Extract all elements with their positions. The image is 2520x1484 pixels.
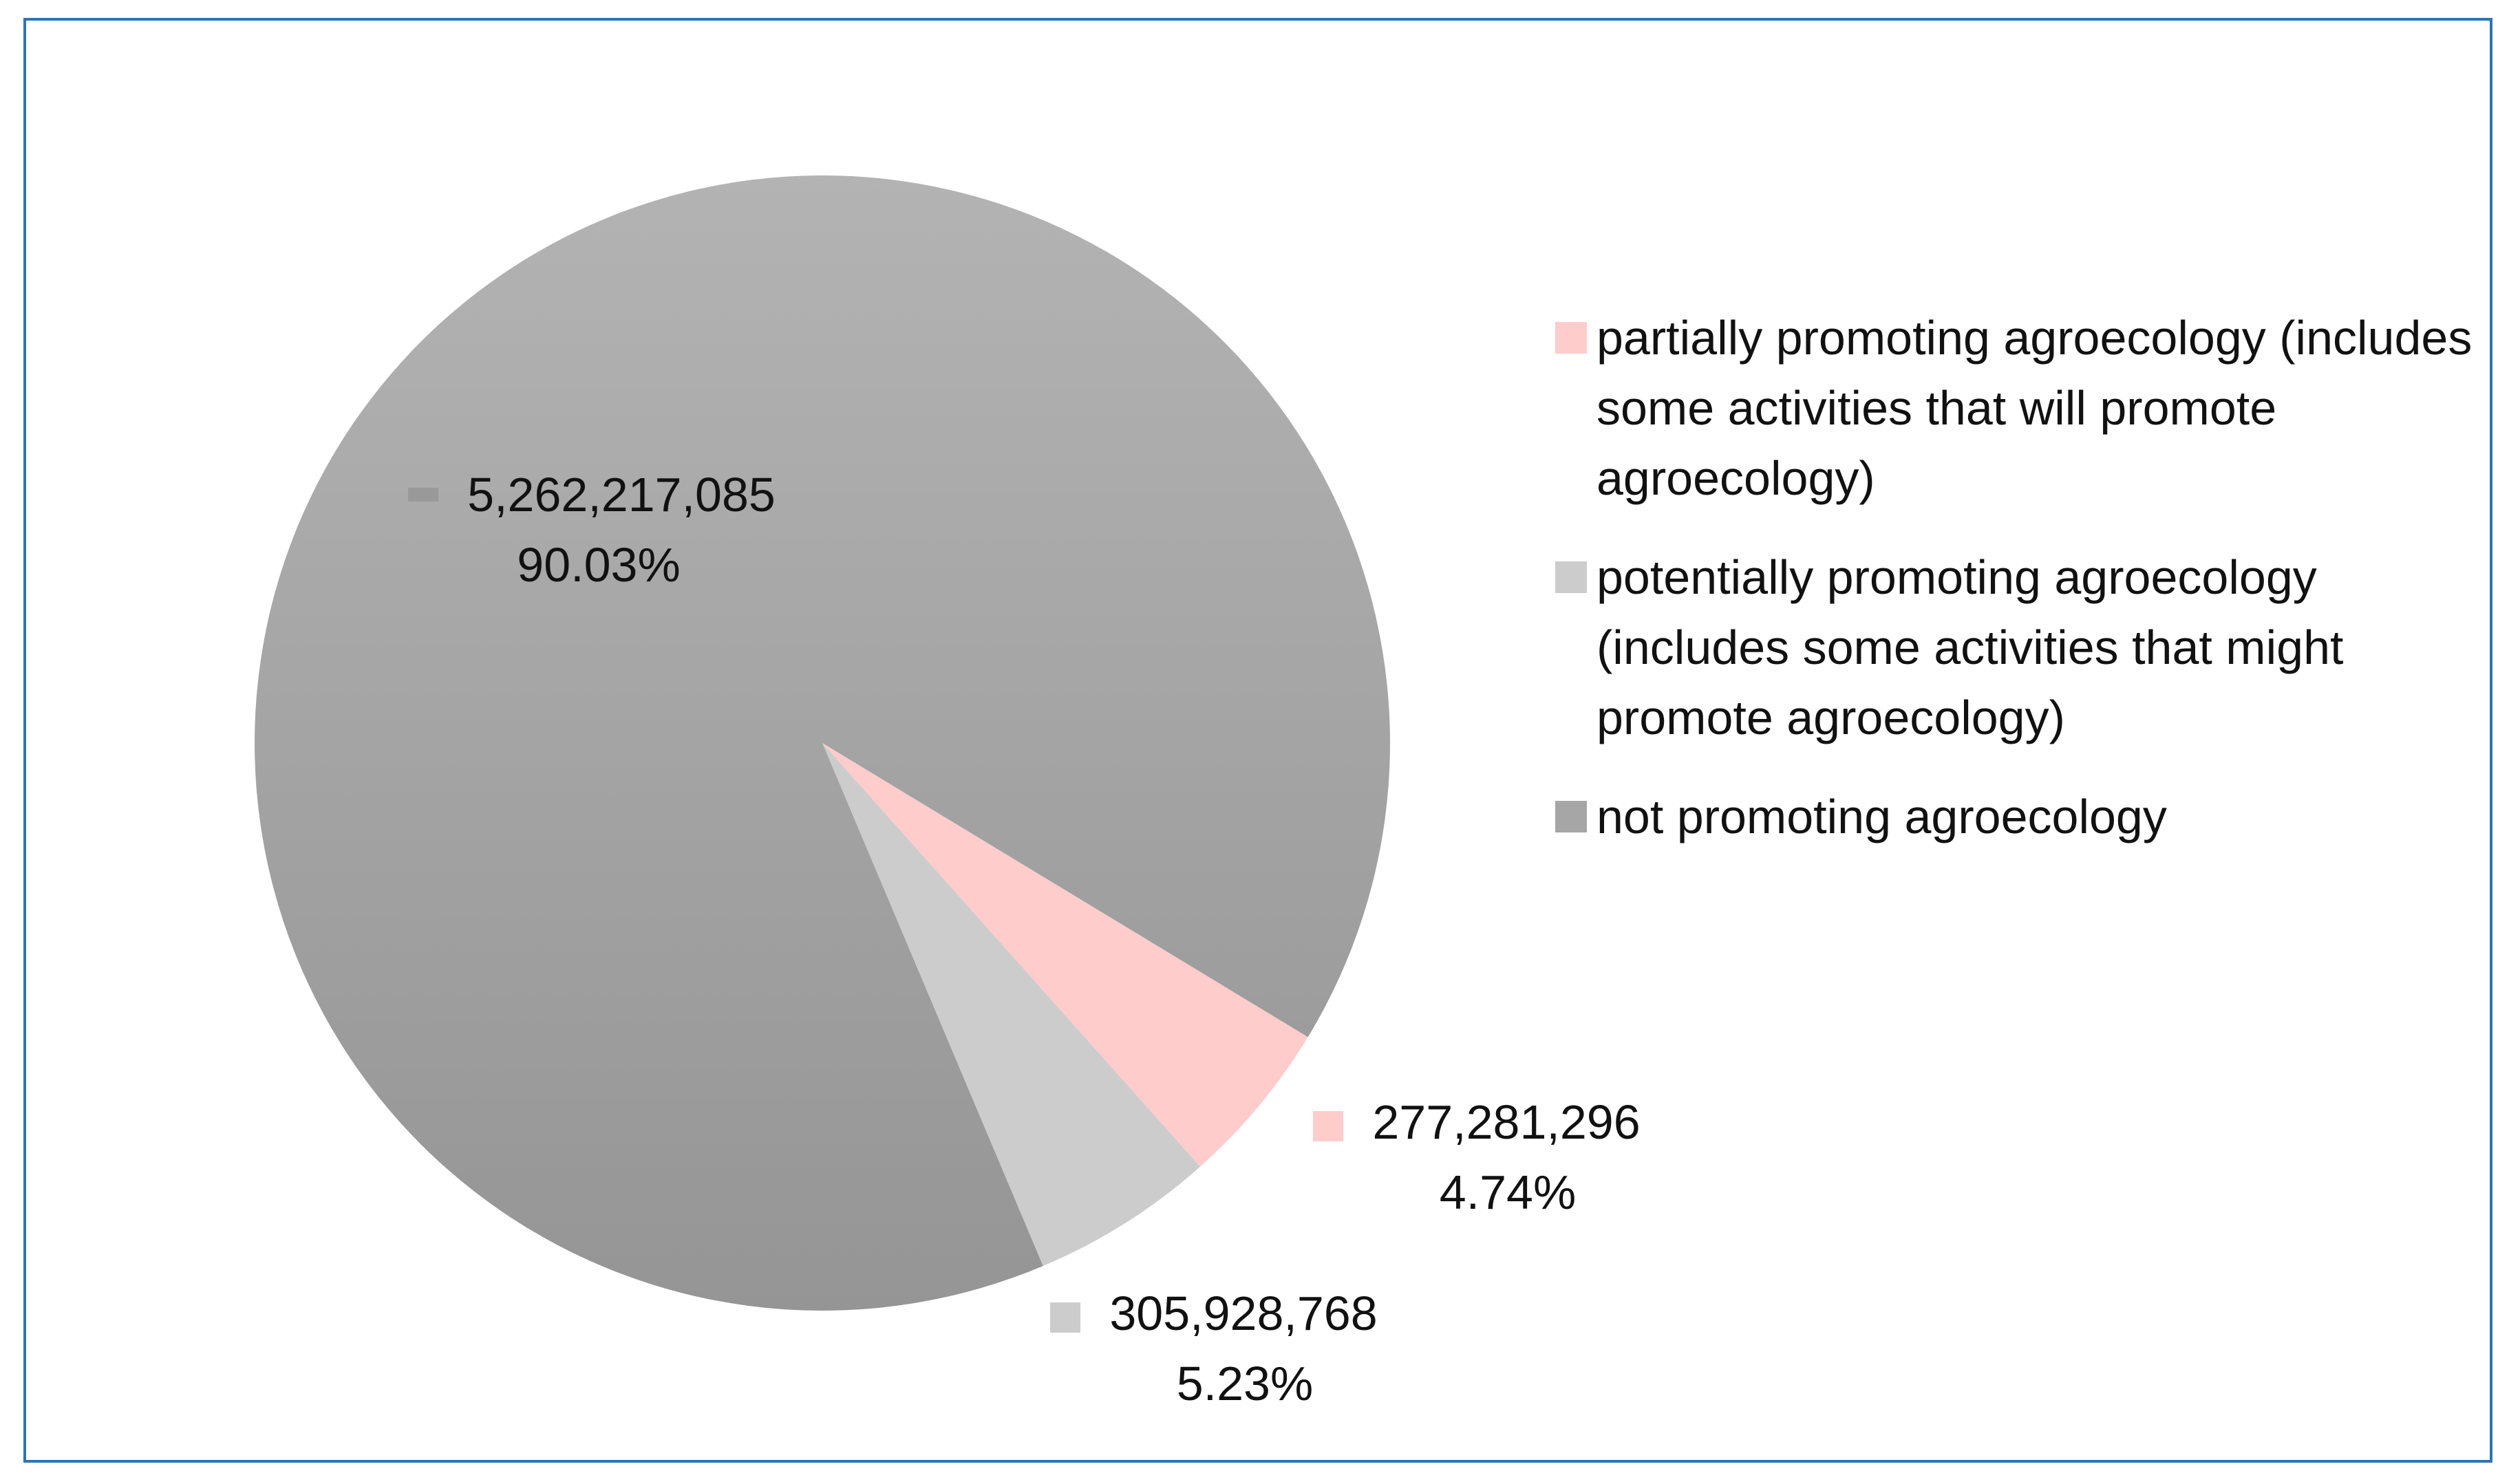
data-label-swatch bbox=[1313, 1111, 1344, 1141]
legend-item-potentially: potentially promoting agroecology (inclu… bbox=[1548, 542, 2477, 753]
data-label-not-promoting: 5,262,217,085 90.03% bbox=[385, 460, 798, 600]
data-label-percent: 4.74% bbox=[1439, 1165, 1577, 1219]
legend-label-not-promoting: not promoting agroecology bbox=[1597, 790, 2167, 843]
data-label-value: 277,281,296 bbox=[1372, 1095, 1641, 1149]
data-label-swatch bbox=[408, 488, 439, 502]
data-label-value: 5,262,217,085 bbox=[467, 468, 776, 521]
legend-swatch-not-promoting bbox=[1555, 801, 1587, 832]
data-label-swatch bbox=[1050, 1302, 1081, 1333]
legend-item-partially: partially promoting agroecology (include… bbox=[1548, 303, 2477, 513]
data-label-value: 305,928,768 bbox=[1109, 1287, 1378, 1340]
data-label-percent: 5.23% bbox=[1176, 1357, 1314, 1410]
legend: partially promoting agroecology (include… bbox=[1548, 303, 2477, 881]
legend-label-potentially: potentially promoting agroecology (inclu… bbox=[1597, 550, 2344, 744]
data-label-potentially-promoting: 305,928,768 5.23% bbox=[1028, 1278, 1400, 1419]
pie-slice-potentially-promoting bbox=[822, 743, 1201, 1267]
data-label-percent: 90.03% bbox=[517, 538, 681, 592]
pie-slice-partially-promoting bbox=[822, 743, 1308, 1167]
legend-swatch-potentially bbox=[1555, 561, 1587, 593]
legend-swatch-partially bbox=[1555, 322, 1587, 354]
legend-item-not-promoting: not promoting agroecology bbox=[1548, 782, 2477, 852]
legend-label-partially: partially promoting agroecology (include… bbox=[1597, 311, 2473, 505]
chart-frame bbox=[23, 18, 2492, 1463]
pie-slice-not-promoting bbox=[255, 175, 1391, 1311]
data-label-partially-promoting: 277,281,296 4.74% bbox=[1291, 1087, 1663, 1227]
